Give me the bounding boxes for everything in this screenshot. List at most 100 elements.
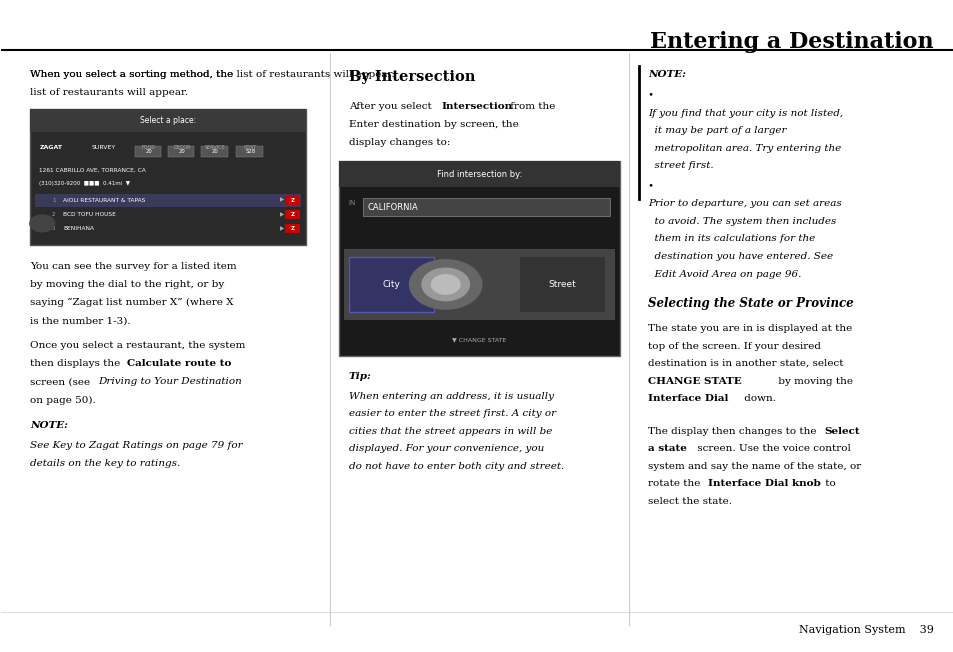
Text: BCD TOFU HOUSE: BCD TOFU HOUSE bbox=[63, 212, 116, 217]
Bar bbox=[236, 146, 263, 156]
Text: select the state.: select the state. bbox=[647, 497, 732, 506]
Text: When you select a sorting method, the list of restaurants will appear.: When you select a sorting method, the li… bbox=[30, 70, 395, 78]
Bar bbox=[285, 210, 300, 219]
Bar bbox=[34, 208, 301, 221]
Text: 1261 CABRILLO AVE, TORRANCE, CA: 1261 CABRILLO AVE, TORRANCE, CA bbox=[39, 168, 146, 173]
Text: 2: 2 bbox=[51, 212, 55, 217]
Text: Z: Z bbox=[290, 198, 294, 203]
Text: The display then changes to the: The display then changes to the bbox=[647, 426, 820, 436]
Text: If you find that your city is not listed,: If you find that your city is not listed… bbox=[647, 108, 842, 117]
Text: destination you have entered. See: destination you have entered. See bbox=[647, 252, 833, 261]
FancyBboxPatch shape bbox=[30, 109, 306, 132]
Text: SURVEY: SURVEY bbox=[91, 145, 116, 150]
Text: destination is in another state, select: destination is in another state, select bbox=[647, 359, 842, 368]
Text: Driving to Your Destination: Driving to Your Destination bbox=[98, 378, 242, 386]
Text: ▼ CHANGE STATE: ▼ CHANGE STATE bbox=[452, 337, 506, 342]
Text: You can see the survey for a listed item: You can see the survey for a listed item bbox=[30, 261, 236, 271]
Circle shape bbox=[409, 259, 481, 309]
Text: See Key to Zagat Ratings on page 79 for: See Key to Zagat Ratings on page 79 for bbox=[30, 441, 242, 450]
Text: Find intersection by:: Find intersection by: bbox=[436, 170, 521, 179]
Text: cities that the street appears in will be: cities that the street appears in will b… bbox=[348, 426, 552, 436]
Text: list of restaurants will appear.: list of restaurants will appear. bbox=[30, 88, 188, 96]
Circle shape bbox=[421, 268, 469, 301]
Text: NOTE:: NOTE: bbox=[30, 421, 68, 430]
Text: (310)320-9200  ■■■  0.41mi  ▼: (310)320-9200 ■■■ 0.41mi ▼ bbox=[39, 181, 131, 186]
Text: BENIHANA: BENIHANA bbox=[63, 226, 94, 231]
Text: Z: Z bbox=[290, 212, 294, 217]
Text: 20: 20 bbox=[145, 149, 152, 154]
Text: Tip:: Tip: bbox=[348, 372, 371, 381]
Circle shape bbox=[30, 215, 54, 232]
Text: ▼
DOWN: ▼ DOWN bbox=[34, 216, 51, 227]
Text: COST: COST bbox=[244, 145, 257, 150]
Text: After you select: After you select bbox=[348, 102, 435, 111]
Text: Z: Z bbox=[290, 226, 294, 231]
Text: CALIFORNIA: CALIFORNIA bbox=[367, 203, 418, 212]
Text: Intersection: Intersection bbox=[441, 102, 513, 111]
FancyBboxPatch shape bbox=[338, 161, 619, 187]
Text: NOTE:: NOTE: bbox=[647, 70, 685, 78]
Text: saying “Zagat list number X” (where X: saying “Zagat list number X” (where X bbox=[30, 298, 233, 307]
Text: Selecting the State or Province: Selecting the State or Province bbox=[647, 297, 853, 310]
Text: Select a place:: Select a place: bbox=[140, 115, 195, 125]
Text: do not have to enter both city and street.: do not have to enter both city and stree… bbox=[348, 462, 563, 471]
Text: ZAGAT: ZAGAT bbox=[39, 145, 62, 150]
Text: street first.: street first. bbox=[647, 161, 713, 170]
Text: By Intersection: By Intersection bbox=[348, 70, 475, 83]
Text: on page 50).: on page 50). bbox=[30, 396, 95, 405]
Text: City: City bbox=[382, 280, 400, 289]
Bar bbox=[343, 249, 615, 320]
Text: a state: a state bbox=[647, 444, 686, 453]
Text: to avoid. The system then includes: to avoid. The system then includes bbox=[647, 217, 836, 226]
Bar bbox=[285, 196, 300, 205]
Text: is the number 1-3).: is the number 1-3). bbox=[30, 316, 131, 325]
Text: Entering a Destination: Entering a Destination bbox=[649, 31, 933, 53]
FancyBboxPatch shape bbox=[30, 109, 306, 246]
Text: 20: 20 bbox=[178, 149, 185, 154]
FancyBboxPatch shape bbox=[338, 161, 619, 356]
Text: Prior to departure, you can set areas: Prior to departure, you can set areas bbox=[647, 200, 841, 209]
Text: 20: 20 bbox=[212, 149, 218, 154]
Text: to: to bbox=[821, 479, 835, 488]
Text: Enter destination by screen, the: Enter destination by screen, the bbox=[348, 120, 517, 129]
Circle shape bbox=[431, 274, 459, 294]
Text: ▶: ▶ bbox=[279, 212, 284, 217]
Bar bbox=[34, 222, 301, 235]
Text: SERVICE: SERVICE bbox=[205, 145, 226, 150]
Text: 1: 1 bbox=[51, 198, 55, 203]
Bar bbox=[201, 146, 228, 156]
Text: Interface Dial knob: Interface Dial knob bbox=[707, 479, 820, 488]
Text: 3: 3 bbox=[51, 226, 55, 231]
Bar bbox=[34, 194, 301, 207]
Text: it may be part of a larger: it may be part of a larger bbox=[647, 126, 786, 135]
Text: top of the screen. If your desired: top of the screen. If your desired bbox=[647, 342, 821, 351]
Text: displayed. For your convenience, you: displayed. For your convenience, you bbox=[348, 444, 543, 453]
Text: DECOR: DECOR bbox=[173, 145, 191, 150]
Text: details on the key to ratings.: details on the key to ratings. bbox=[30, 459, 180, 468]
Text: Select: Select bbox=[823, 426, 859, 436]
Text: system and say the name of the state, or: system and say the name of the state, or bbox=[647, 462, 861, 471]
Text: rotate the: rotate the bbox=[647, 479, 703, 488]
Text: FOOD: FOOD bbox=[142, 145, 155, 150]
Text: down.: down. bbox=[740, 394, 776, 403]
Text: metropolitan area. Try entering the: metropolitan area. Try entering the bbox=[647, 143, 841, 153]
Text: Interface Dial: Interface Dial bbox=[647, 394, 728, 403]
Text: S28: S28 bbox=[245, 149, 255, 154]
Bar bbox=[134, 146, 161, 156]
Text: Edit Avoid Area on page 96.: Edit Avoid Area on page 96. bbox=[647, 269, 801, 278]
Text: Once you select a restaurant, the system: Once you select a restaurant, the system bbox=[30, 341, 245, 350]
Text: •: • bbox=[647, 182, 657, 191]
Text: screen. Use the voice control: screen. Use the voice control bbox=[693, 444, 850, 453]
Text: ▶: ▶ bbox=[279, 198, 284, 203]
Text: from the: from the bbox=[507, 102, 556, 111]
Text: When entering an address, it is usually: When entering an address, it is usually bbox=[348, 392, 553, 400]
Text: AIOLI RESTAURANT & TAPAS: AIOLI RESTAURANT & TAPAS bbox=[63, 198, 146, 203]
Bar bbox=[362, 198, 610, 216]
Text: display changes to:: display changes to: bbox=[348, 138, 450, 147]
Text: ▶: ▶ bbox=[279, 226, 284, 231]
Text: When you select a sorting method, the: When you select a sorting method, the bbox=[30, 70, 233, 78]
Text: then displays the: then displays the bbox=[30, 359, 123, 368]
Bar bbox=[285, 224, 300, 233]
Text: IN: IN bbox=[348, 200, 355, 206]
Text: Navigation System    39: Navigation System 39 bbox=[798, 625, 933, 634]
